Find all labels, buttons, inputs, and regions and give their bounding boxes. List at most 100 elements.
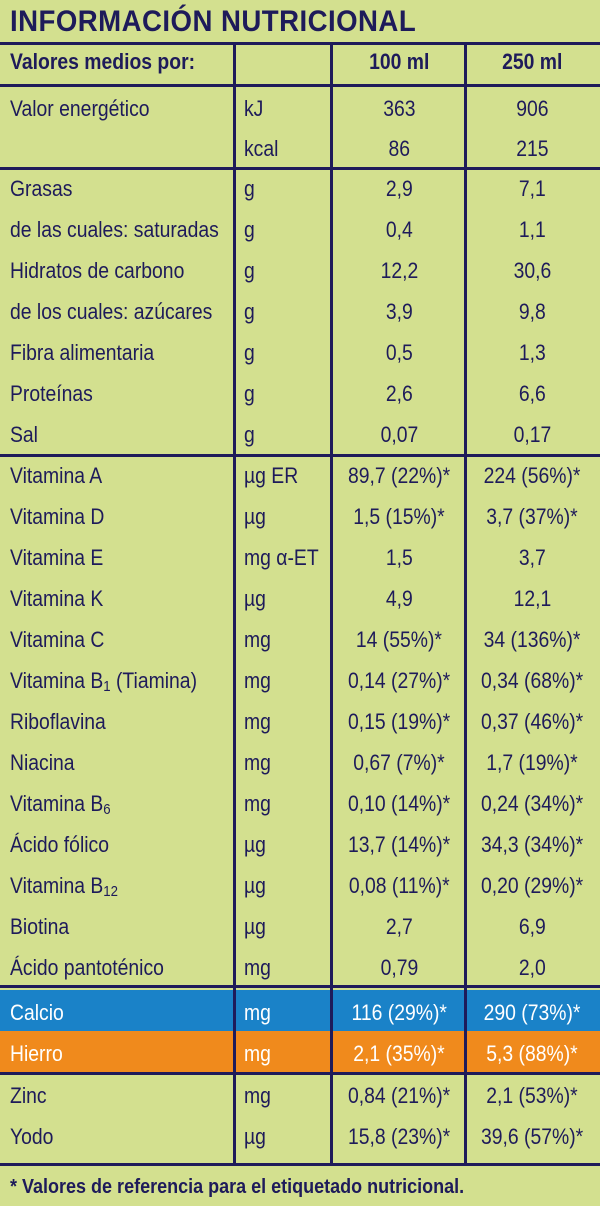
row-value-250ml: 34 (136%)* bbox=[483, 627, 581, 652]
row-value-250ml: 290 (73%)* bbox=[483, 1000, 581, 1025]
row-unit: g bbox=[244, 422, 255, 447]
row-unit: g bbox=[244, 258, 255, 283]
row-unit: mg bbox=[244, 1083, 271, 1108]
row-value-250ml: 2,1 (53%)* bbox=[486, 1083, 578, 1108]
column-divider bbox=[464, 42, 467, 1163]
row-value-100ml: 363 bbox=[382, 96, 416, 121]
row-value-100ml: 1,5 (15%)* bbox=[353, 504, 445, 529]
row-unit: mg bbox=[244, 955, 271, 980]
row-value-100ml: 0,67 (7%)* bbox=[353, 750, 445, 775]
row-value-100ml: 86 bbox=[388, 136, 410, 161]
row-unit: mg α-ET bbox=[244, 545, 319, 570]
column-divider bbox=[330, 42, 333, 1163]
row-name: Ácido fólico bbox=[10, 832, 110, 857]
row-unit: µg bbox=[244, 832, 266, 857]
row-name: de las cuales: saturadas bbox=[10, 217, 219, 242]
header-col-250ml: 250 ml bbox=[501, 49, 563, 74]
row-name: Biotina bbox=[10, 914, 70, 939]
row-name: Zinc bbox=[10, 1083, 47, 1108]
row-value-250ml: 0,17 bbox=[513, 422, 551, 447]
row-value-100ml: 12,2 bbox=[380, 258, 418, 283]
row-value-100ml: 116 (29%)* bbox=[351, 1000, 447, 1025]
header-label: Valores medios por: bbox=[10, 49, 196, 74]
row-value-250ml: 0,37 (46%)* bbox=[480, 709, 584, 734]
row-name: Vitamina A bbox=[10, 463, 103, 488]
row-value-100ml: 0,14 (27%)* bbox=[347, 668, 451, 693]
row-unit: mg bbox=[244, 750, 271, 775]
row-value-100ml: 2,1 (35%)* bbox=[353, 1041, 445, 1066]
row-name: Fibra alimentaria bbox=[10, 340, 155, 365]
row-name: de los cuales: azúcares bbox=[10, 299, 213, 324]
row-name: Hierro bbox=[10, 1041, 63, 1066]
row-value-100ml: 0,08 (11%)* bbox=[348, 873, 450, 898]
row-value-100ml: 0,07 bbox=[380, 422, 418, 447]
row-unit: mg bbox=[244, 791, 271, 816]
row-name: Vitamina C bbox=[10, 627, 105, 652]
row-unit: mg bbox=[244, 1000, 271, 1025]
row-value-100ml: 13,7 (14%)* bbox=[347, 832, 451, 857]
divider bbox=[0, 167, 600, 170]
row-name: Hidratos de carbono bbox=[10, 258, 185, 283]
row-value-100ml: 15,8 (23%)* bbox=[347, 1124, 451, 1149]
row-value-250ml: 3,7 (37%)* bbox=[486, 504, 578, 529]
row-unit: mg bbox=[244, 709, 271, 734]
row-value-100ml: 1,5 bbox=[385, 545, 413, 570]
page-title: INFORMACIÓN NUTRICIONAL bbox=[10, 5, 417, 38]
row-unit: µg bbox=[244, 1124, 266, 1149]
row-unit: g bbox=[244, 299, 255, 324]
row-unit: g bbox=[244, 381, 255, 406]
row-value-250ml: 3,7 bbox=[518, 545, 546, 570]
row-value-250ml: 12,1 bbox=[513, 586, 551, 611]
row-unit: g bbox=[244, 340, 255, 365]
divider bbox=[0, 1163, 600, 1166]
row-unit: mg bbox=[244, 668, 271, 693]
divider bbox=[0, 84, 600, 87]
divider bbox=[0, 985, 600, 988]
row-name: Vitamina K bbox=[10, 586, 104, 611]
row-value-250ml: 6,9 bbox=[518, 914, 546, 939]
row-name: Riboflavina bbox=[10, 709, 106, 734]
row-name: Vitamina B6 bbox=[10, 791, 111, 818]
row-value-250ml: 0,34 (68%)* bbox=[480, 668, 584, 693]
divider bbox=[0, 42, 600, 45]
row-value-250ml: 2,0 bbox=[518, 955, 546, 980]
row-name: Niacina bbox=[10, 750, 75, 775]
row-value-100ml: 0,79 bbox=[380, 955, 418, 980]
row-value-250ml: 0,24 (34%)* bbox=[480, 791, 584, 816]
row-unit: µg bbox=[244, 873, 266, 898]
column-divider bbox=[233, 42, 236, 1163]
row-name: Yodo bbox=[10, 1124, 54, 1149]
highlight-band-calcio bbox=[0, 990, 600, 1031]
divider bbox=[0, 454, 600, 457]
row-value-100ml: 3,9 bbox=[385, 299, 413, 324]
row-unit: µg ER bbox=[244, 463, 299, 488]
row-value-250ml: 34,3 (34%)* bbox=[480, 832, 584, 857]
row-unit: g bbox=[244, 217, 255, 242]
row-value-250ml: 7,1 bbox=[518, 176, 546, 201]
row-value-100ml: 4,9 bbox=[385, 586, 413, 611]
row-name: Vitamina D bbox=[10, 504, 105, 529]
row-value-250ml: 224 (56%)* bbox=[483, 463, 581, 488]
row-value-250ml: 1,3 bbox=[518, 340, 546, 365]
row-value-100ml: 2,9 bbox=[385, 176, 413, 201]
header-col-100ml: 100 ml bbox=[368, 49, 430, 74]
row-unit: kJ bbox=[244, 96, 264, 121]
row-value-250ml: 1,1 bbox=[518, 217, 546, 242]
row-name: Vitamina B12 bbox=[10, 873, 118, 900]
row-name: Vitamina B1 (Tiamina) bbox=[10, 668, 198, 695]
row-name: Sal bbox=[10, 422, 38, 447]
row-unit: kcal bbox=[244, 136, 279, 161]
row-name: Grasas bbox=[10, 176, 73, 201]
divider bbox=[0, 1072, 600, 1075]
row-value-250ml: 9,8 bbox=[518, 299, 546, 324]
row-unit: µg bbox=[244, 914, 266, 939]
row-unit: µg bbox=[244, 504, 266, 529]
row-value-250ml: 39,6 (57%)* bbox=[480, 1124, 584, 1149]
row-value-250ml: 906 bbox=[515, 96, 549, 121]
row-value-250ml: 1,7 (19%)* bbox=[486, 750, 578, 775]
row-value-250ml: 5,3 (88%)* bbox=[486, 1041, 578, 1066]
row-value-100ml: 2,6 bbox=[385, 381, 413, 406]
row-value-100ml: 0,15 (19%)* bbox=[347, 709, 451, 734]
row-unit: mg bbox=[244, 1041, 271, 1066]
